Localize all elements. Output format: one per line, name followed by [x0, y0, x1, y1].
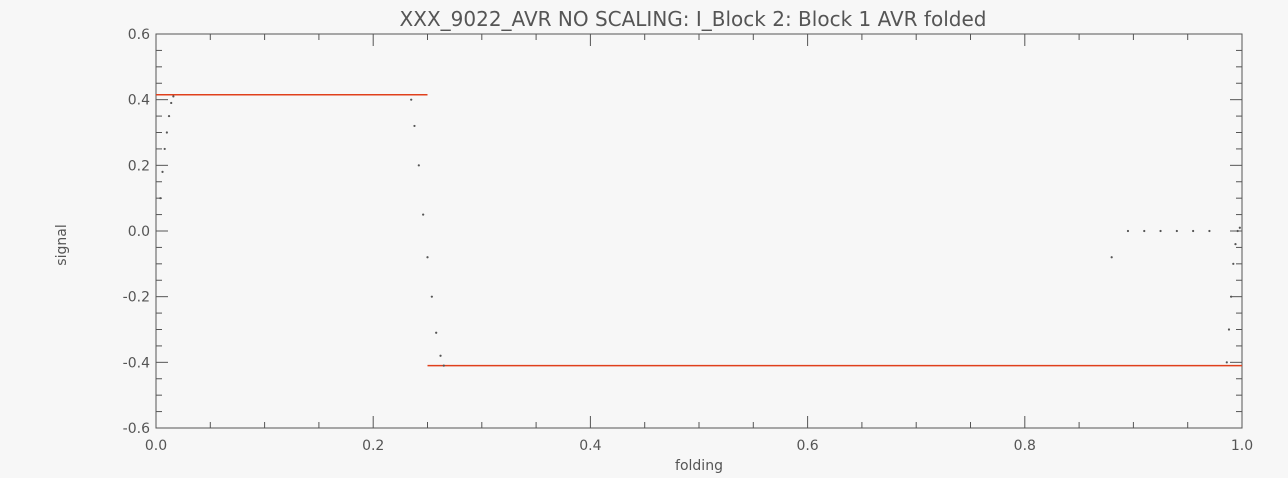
data-point [1225, 361, 1228, 364]
x-tick-label: 1.0 [1231, 438, 1253, 454]
plot-area [156, 93, 1242, 367]
data-point [430, 295, 433, 298]
data-point [442, 364, 445, 367]
x-tick-label: 0.6 [796, 438, 818, 454]
y-tick-label: 0.4 [128, 93, 150, 109]
x-axis: 0.0 0.2 0.4 0.6 0.8 1.0 [145, 34, 1253, 454]
data-point [1227, 328, 1231, 331]
y-tick-label: -0.2 [123, 290, 150, 306]
data-point [1234, 243, 1237, 246]
x-axis-title: folding [675, 458, 723, 474]
data-point [163, 147, 166, 151]
data-point [1232, 262, 1235, 265]
data-point [1238, 226, 1241, 229]
data-point [161, 170, 164, 173]
x-tick-label: 0.2 [362, 438, 384, 454]
y-tick-label: 0.2 [128, 158, 150, 174]
data-point [1126, 229, 1130, 233]
data-point [1236, 229, 1239, 233]
x-tick-label: 0.0 [145, 438, 167, 454]
data-point [1208, 229, 1211, 233]
data-point [167, 114, 171, 118]
y-tick-label: 0.0 [128, 224, 150, 240]
data-point [1230, 295, 1233, 298]
data-point [159, 197, 162, 200]
data-point [1175, 229, 1178, 233]
data-point [410, 98, 413, 101]
data-point [1192, 229, 1195, 233]
data-point [170, 101, 173, 105]
data-point [422, 213, 425, 216]
y-tick-label: -0.4 [123, 355, 150, 371]
data-point [439, 354, 442, 357]
y-tick-label: -0.6 [123, 421, 150, 437]
chart-title: XXX_9022_AVR NO SCALING: I_Block 2: Bloc… [400, 7, 987, 31]
data-point [1159, 229, 1162, 233]
data-point [172, 95, 175, 98]
data-point [165, 131, 168, 134]
x-tick-label: 0.8 [1014, 438, 1036, 454]
y-tick-label: 0.6 [128, 27, 150, 43]
data-point [1143, 229, 1146, 233]
data-point [1110, 256, 1113, 259]
x-tick-label: 0.4 [579, 438, 601, 454]
data-point [417, 164, 420, 167]
data-point [435, 331, 438, 334]
data-point [413, 124, 416, 128]
y-axis-title: signal [54, 224, 70, 265]
data-point [426, 256, 429, 259]
